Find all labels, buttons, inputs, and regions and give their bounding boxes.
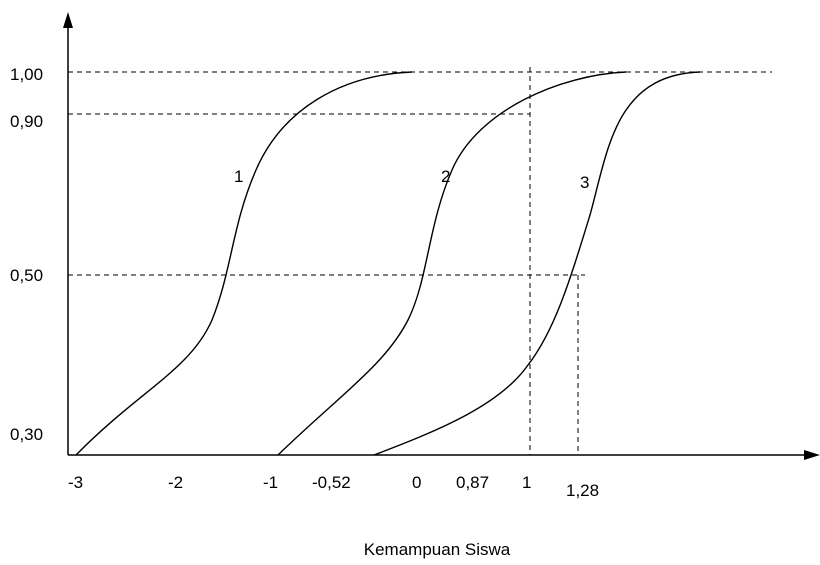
x-tick-label: 1 [522, 473, 531, 492]
x-tick-label: -0,52 [312, 473, 351, 492]
x-tick-label: 1,28 [566, 481, 599, 500]
x-tick-label: -2 [168, 473, 183, 492]
curve-3 [373, 71, 701, 456]
y-tick-label: 0,50 [10, 266, 43, 285]
y-tick-label: 0,90 [10, 112, 43, 131]
x-tick-label: -1 [263, 473, 278, 492]
x-tick-label: 0 [412, 473, 421, 492]
curve-label-3: 3 [580, 173, 589, 192]
curve-label-1: 1 [234, 167, 243, 186]
x-axis-title: Kemampuan Siswa [364, 540, 511, 559]
x-tick-label: 0,87 [456, 473, 489, 492]
y-tick-label: 1,00 [10, 65, 43, 84]
y-tick-label: 0,30 [10, 425, 43, 444]
curve-label-2: 2 [441, 167, 450, 186]
x-tick-label: -3 [68, 473, 83, 492]
curve-1 [75, 71, 413, 456]
curve-2 [277, 71, 627, 456]
